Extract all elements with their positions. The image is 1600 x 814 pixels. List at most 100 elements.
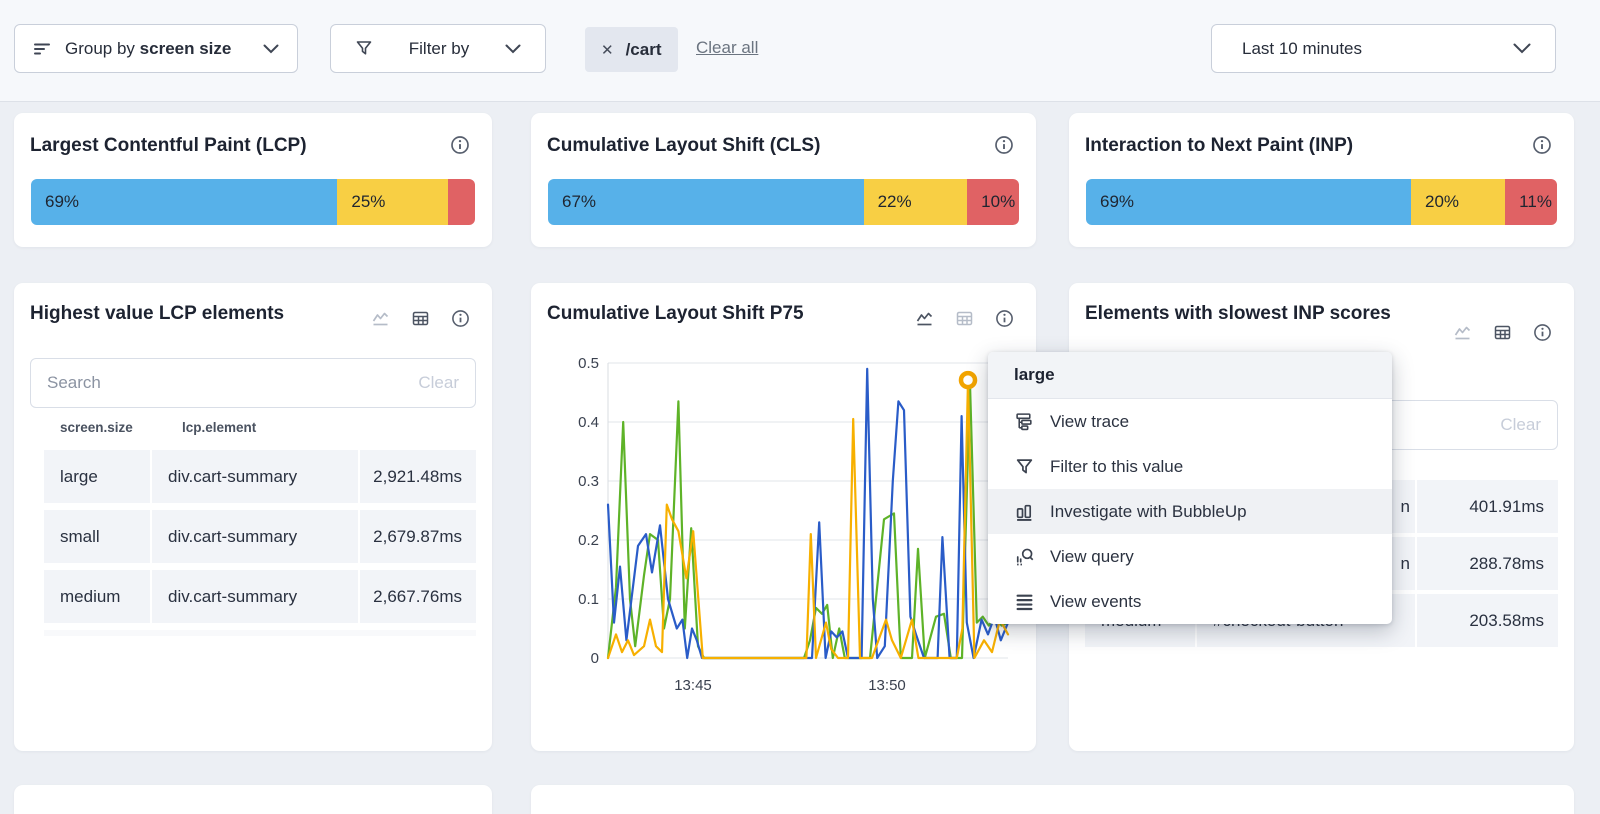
toolbar: Group by screen size Filter by ✕ /cart C… [0, 0, 1600, 102]
highlighted-point[interactable] [958, 370, 978, 390]
clear-all-link[interactable]: Clear all [696, 38, 759, 57]
context-menu-header: large [988, 352, 1392, 399]
close-icon[interactable]: ✕ [601, 41, 614, 59]
table-view-icon[interactable] [1493, 324, 1512, 341]
lcp-search: Clear [30, 358, 476, 408]
cls-p75-card: Cumulative Layout Shift P75 0 0.1 0.2 0.3 0.… [531, 283, 1036, 751]
chart-context-menu: large View trace Filter to this value Inve… [988, 352, 1392, 624]
card-title: Elements with slowest INP scores [1085, 303, 1391, 324]
card-title: Interaction to Next Paint (INP) [1085, 135, 1354, 156]
group-by-label: Group by screen size [65, 38, 232, 58]
time-range-dropdown[interactable]: Last 10 minutes [1211, 24, 1556, 73]
filter-chip-cart[interactable]: ✕ /cart [585, 27, 678, 72]
table-cell: 2,679.87ms [358, 510, 476, 563]
y-tick-label: 0.5 [578, 355, 599, 372]
y-tick-label: 0.2 [578, 532, 599, 549]
trace-icon [1014, 412, 1034, 431]
card-title: Highest value LCP elements [30, 303, 285, 324]
query-icon [1014, 547, 1034, 566]
menu-item-view-query[interactable]: View query [988, 534, 1392, 579]
y-tick-label: 0.4 [578, 414, 599, 431]
bar-segment[interactable]: 22% [863, 179, 968, 225]
filter-icon [355, 40, 373, 57]
cls-distribution-bar: 67% 22% 10% [548, 179, 1019, 225]
bar-segment[interactable]: 69% [31, 179, 338, 225]
chevron-down-icon [1513, 43, 1531, 54]
card-title: Cumulative Layout Shift P75 [547, 303, 804, 324]
menu-item-filter-to-this-value[interactable]: Filter to this value [988, 444, 1392, 489]
filter-by-label: Filter by [408, 38, 470, 58]
y-tick-label: 0 [591, 650, 599, 667]
table-cell: large [60, 466, 98, 486]
inp-distribution-bar: 69% 20% 11% [1086, 179, 1557, 225]
bubbleup-icon [1014, 502, 1034, 521]
menu-item-view-trace[interactable]: View trace [988, 399, 1392, 444]
table-cell: 2,921.48ms [358, 450, 476, 503]
info-icon[interactable] [1533, 323, 1552, 342]
time-range-label: Last 10 minutes [1242, 38, 1363, 58]
lcp-elements-table: large div.cart-summary 2,921.48ms small div.… [44, 450, 476, 630]
info-icon[interactable] [1532, 135, 1552, 155]
table-cell: 288.78ms [1415, 537, 1558, 590]
info-icon[interactable] [994, 135, 1014, 155]
group-by-dropdown[interactable]: Group by screen size [14, 24, 298, 73]
y-tick-label: 0.3 [578, 473, 599, 490]
table-view-icon[interactable] [955, 310, 974, 327]
filter-by-dropdown[interactable]: Filter by [330, 24, 546, 73]
x-tick-label: 13:45 [674, 677, 712, 694]
cls-metric-card: Cumulative Layout Shift (CLS) 67% 22% 10% [531, 113, 1036, 247]
inp-metric-card: Interaction to Next Paint (INP) 69% 20% 11… [1069, 113, 1574, 247]
events-icon [1014, 592, 1034, 611]
column-header[interactable]: screen.size [60, 420, 133, 435]
menu-item-label: Investigate with BubbleUp [1050, 501, 1247, 521]
bottom-wide-card-partial [531, 785, 1574, 814]
bottom-left-card-partial [14, 785, 492, 814]
table-cell: small [60, 526, 100, 546]
table-cell: 401.91ms [1415, 480, 1558, 533]
cls-p75-chart[interactable]: 0 0.1 0.2 0.3 0.4 0.5 13:45 13:50 [531, 343, 1036, 743]
info-icon[interactable] [451, 309, 470, 328]
table-row[interactable]: medium div.cart-summary 2,667.76ms [44, 570, 476, 623]
menu-item-label: Filter to this value [1050, 456, 1184, 476]
context-menu-items: View trace Filter to this value Investigat… [988, 399, 1392, 624]
card-title: Largest Contentful Paint (LCP) [30, 135, 307, 156]
line-chart-view-icon[interactable] [1453, 325, 1472, 341]
lcp-distribution-bar: 69% 25% [31, 179, 475, 225]
bar-segment[interactable] [448, 179, 475, 225]
info-icon[interactable] [450, 135, 470, 155]
line-chart-view-icon[interactable] [371, 311, 390, 327]
bar-segment[interactable]: 69% [1086, 179, 1411, 225]
lcp-elements-card: Highest value LCP elements Clear screen.… [14, 283, 492, 751]
column-header[interactable]: lcp.element [182, 420, 257, 435]
bar-segment[interactable]: 67% [548, 179, 864, 225]
bar-segment[interactable]: 20% [1410, 179, 1506, 225]
x-tick-label: 13:50 [868, 677, 906, 694]
search-clear-button[interactable]: Clear [1500, 415, 1541, 434]
table-cell: div.cart-summary [150, 570, 358, 623]
menu-item-view-events[interactable]: View events [988, 579, 1392, 624]
chevron-down-icon [505, 44, 521, 54]
y-tick-label: 0.1 [578, 591, 599, 608]
filter-chip-label: /cart [625, 39, 662, 59]
lcp-metric-card: Largest Contentful Paint (LCP) 69% 25% [14, 113, 492, 247]
table-view-icon[interactable] [411, 310, 430, 327]
line-chart-view-icon[interactable] [915, 311, 934, 327]
search-input[interactable] [31, 373, 419, 393]
info-icon[interactable] [995, 309, 1014, 328]
bar-segment[interactable]: 11% [1505, 179, 1557, 225]
table-cell: 2,667.76ms [358, 570, 476, 623]
menu-item-label: View trace [1050, 411, 1130, 431]
table-cell: div.cart-summary [150, 510, 358, 563]
bar-segment[interactable]: 25% [337, 179, 449, 225]
menu-item-investigate-with-bubbleup[interactable]: Investigate with BubbleUp [988, 489, 1392, 534]
bar-segment[interactable]: 10% [967, 179, 1019, 225]
table-row[interactable]: small div.cart-summary 2,679.87ms [44, 510, 476, 563]
chart-line [606, 378, 1010, 660]
table-row[interactable]: large div.cart-summary 2,921.48ms [44, 450, 476, 503]
card-title: Cumulative Layout Shift (CLS) [547, 135, 821, 156]
search-clear-button[interactable]: Clear [418, 373, 459, 392]
table-cell: div.cart-summary [150, 450, 358, 503]
filter-icon [1014, 458, 1034, 476]
group-by-icon [33, 40, 51, 58]
